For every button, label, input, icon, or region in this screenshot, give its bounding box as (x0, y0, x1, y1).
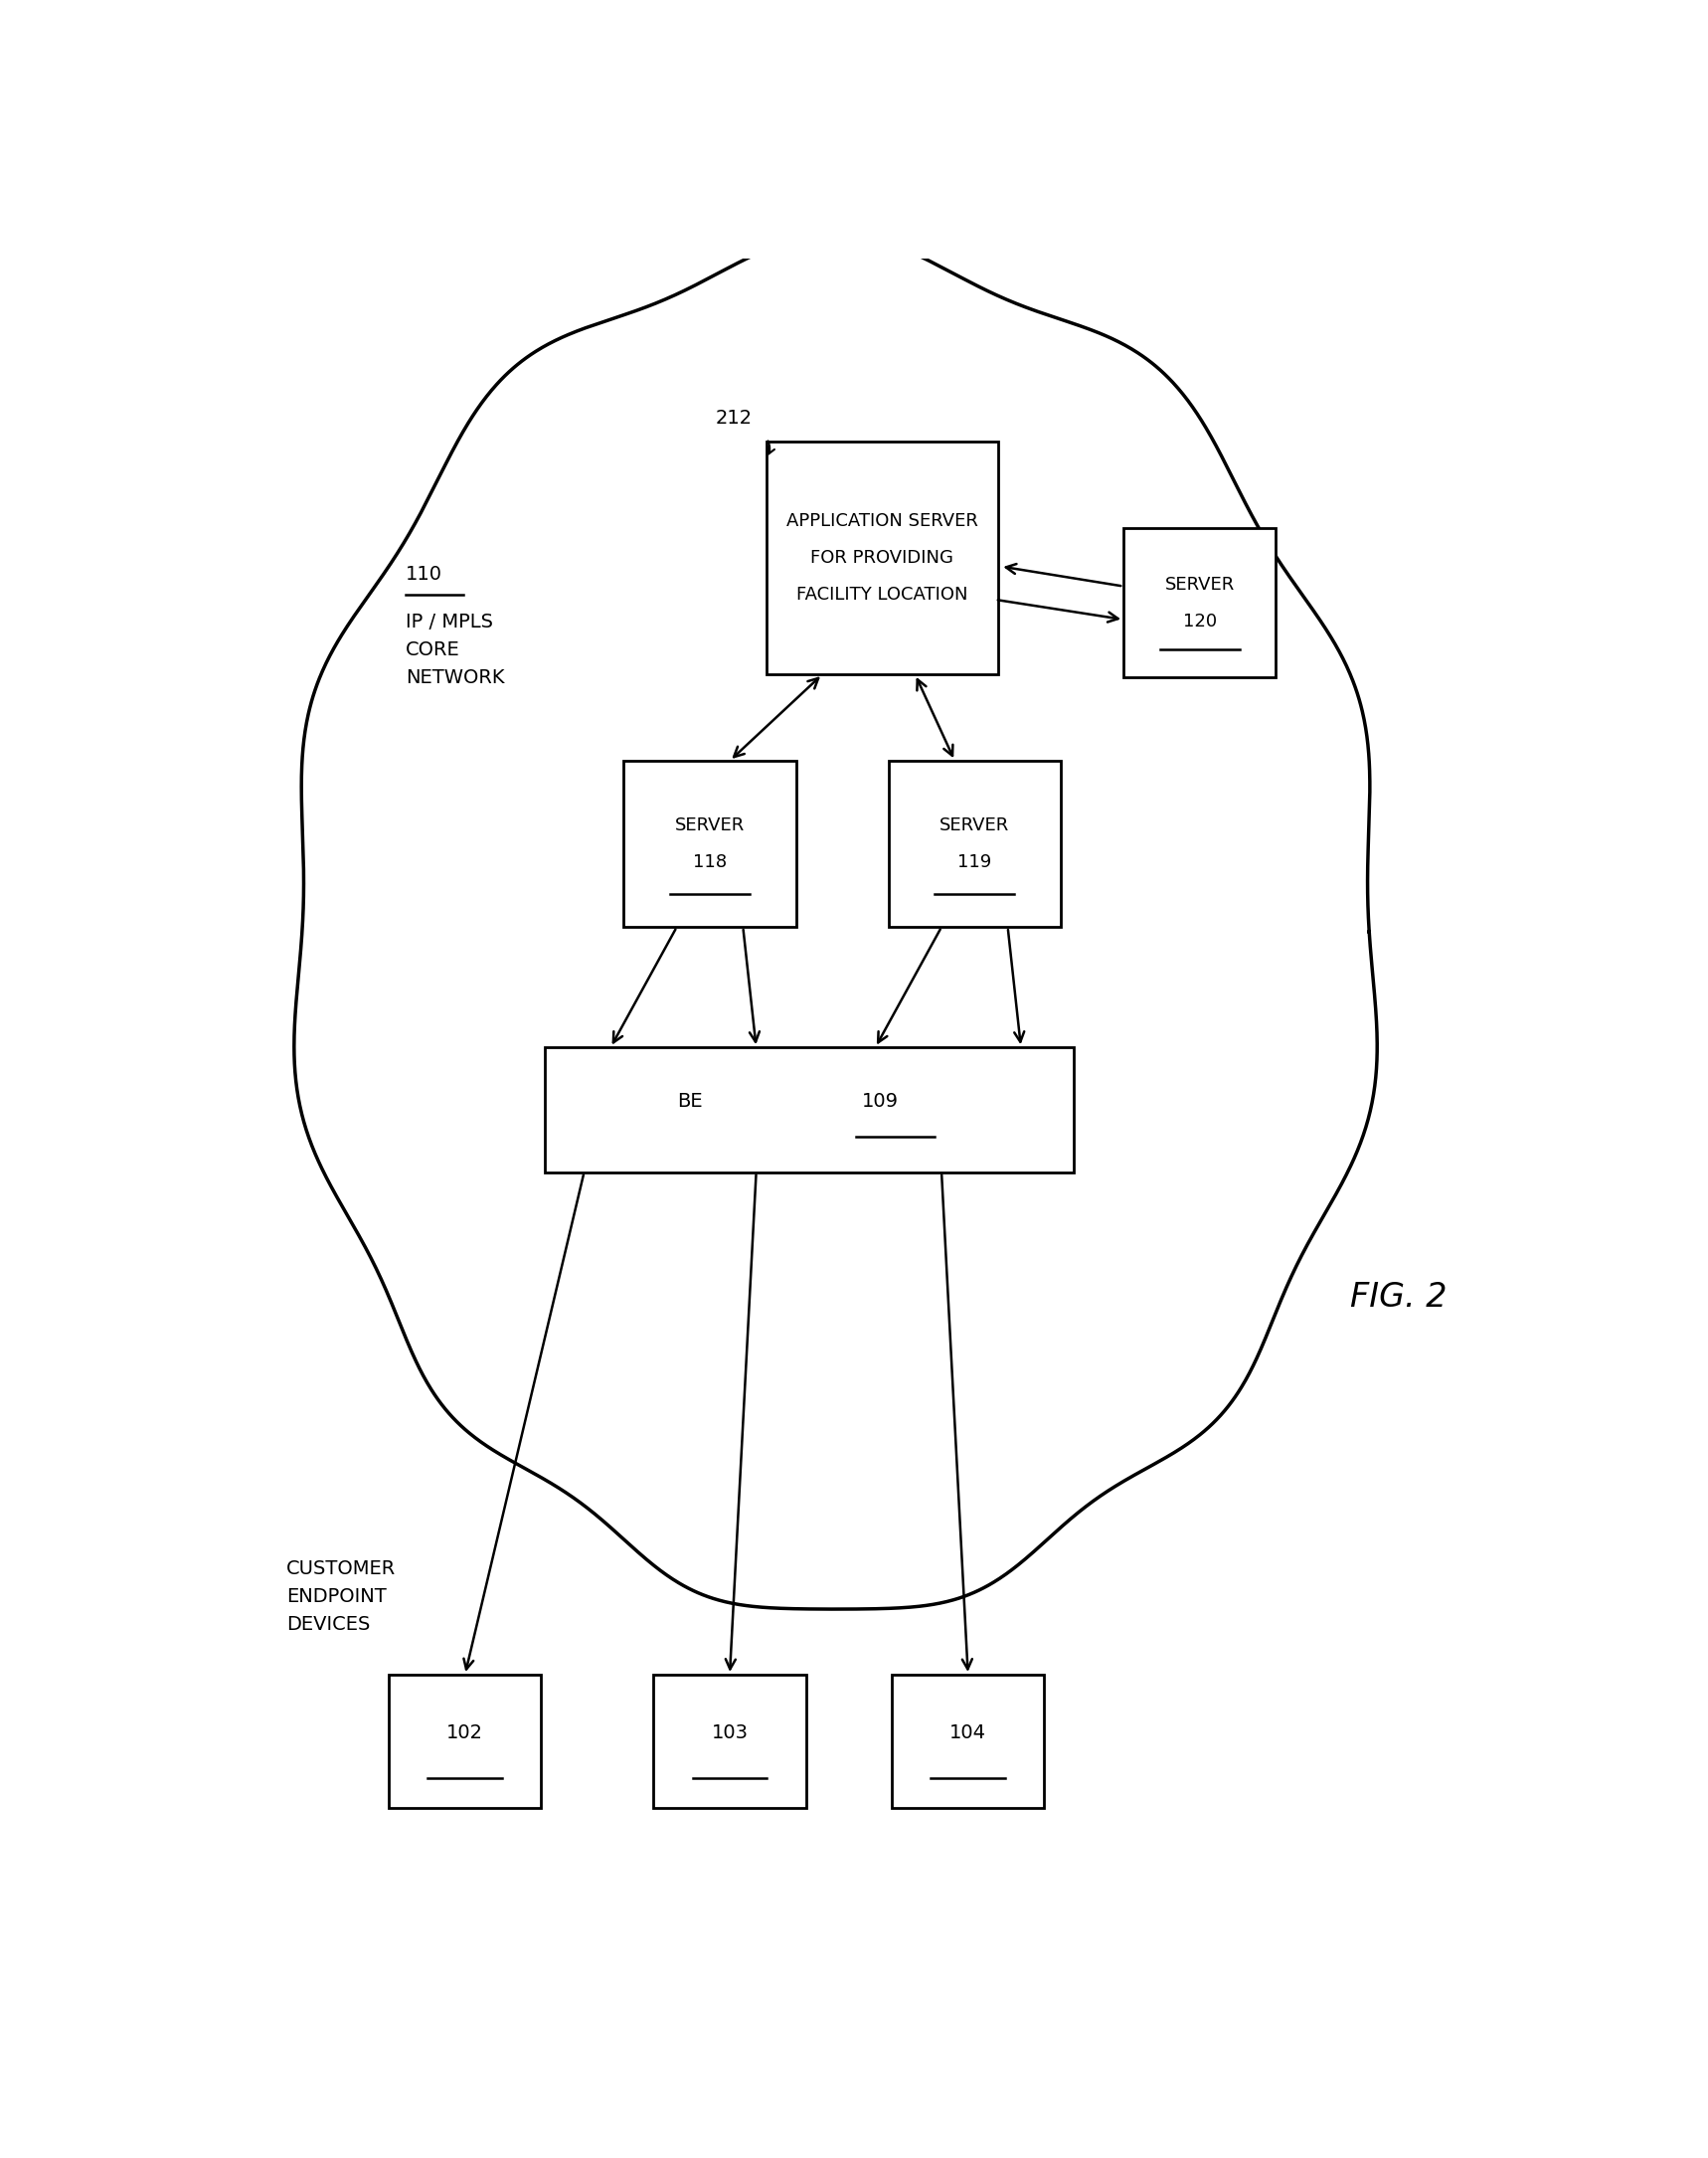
Text: IP / MPLS
CORE
NETWORK: IP / MPLS CORE NETWORK (405, 613, 504, 686)
Ellipse shape (439, 1247, 704, 1498)
Ellipse shape (1160, 1073, 1399, 1372)
Text: SERVER: SERVER (939, 816, 1009, 835)
Bar (767, 442, 997, 673)
Bar (888, 762, 1061, 928)
Ellipse shape (570, 259, 835, 507)
Ellipse shape (822, 1288, 1114, 1506)
Ellipse shape (1220, 641, 1431, 956)
Ellipse shape (333, 343, 1339, 1405)
Text: FOR PROVIDING: FOR PROVIDING (811, 548, 953, 568)
Ellipse shape (980, 1260, 1245, 1511)
Text: CUSTOMER
ENDPOINT
DEVICES: CUSTOMER ENDPOINT DEVICES (287, 1560, 396, 1634)
Ellipse shape (260, 915, 471, 1230)
Text: APPLICATION SERVER: APPLICATION SERVER (786, 514, 979, 531)
Ellipse shape (306, 451, 1365, 1413)
Text: 118: 118 (693, 852, 728, 872)
Ellipse shape (980, 309, 1245, 574)
Ellipse shape (676, 1306, 994, 1506)
Ellipse shape (557, 1288, 849, 1506)
Text: FIG. 2: FIG. 2 (1349, 1282, 1447, 1314)
Text: 103: 103 (711, 1724, 748, 1742)
Bar (892, 1675, 1044, 1808)
Ellipse shape (849, 259, 1114, 507)
Ellipse shape (1180, 501, 1404, 816)
Text: 120: 120 (1182, 613, 1216, 630)
Ellipse shape (333, 375, 570, 658)
Text: BE: BE (678, 1092, 702, 1111)
Bar (623, 762, 796, 928)
Bar (389, 1675, 541, 1808)
Ellipse shape (1107, 393, 1346, 673)
Ellipse shape (273, 483, 499, 783)
Ellipse shape (425, 300, 690, 565)
Text: 104: 104 (950, 1724, 987, 1742)
Text: SERVER: SERVER (1165, 576, 1235, 593)
Text: FACILITY LOCATION: FACILITY LOCATION (796, 585, 968, 604)
Ellipse shape (704, 242, 968, 457)
Ellipse shape (1233, 786, 1431, 1101)
Ellipse shape (246, 766, 446, 1081)
Text: SERVER: SERVER (675, 816, 745, 835)
Ellipse shape (1213, 932, 1424, 1247)
Text: 109: 109 (863, 1092, 898, 1111)
Bar (545, 1047, 1074, 1172)
Ellipse shape (287, 1060, 524, 1360)
Ellipse shape (1074, 1185, 1325, 1467)
Bar (654, 1675, 806, 1808)
Text: 119: 119 (958, 852, 992, 872)
Bar (1124, 529, 1276, 678)
Ellipse shape (352, 1167, 605, 1450)
Ellipse shape (246, 617, 458, 932)
Text: 102: 102 (446, 1724, 483, 1742)
Text: 110: 110 (405, 565, 442, 585)
Text: 212: 212 (716, 410, 752, 427)
